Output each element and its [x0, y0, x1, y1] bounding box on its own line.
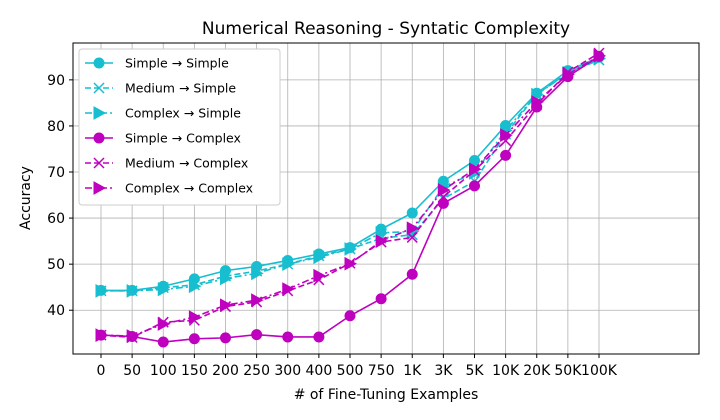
data-point — [220, 271, 233, 286]
y-tick-label: 60 — [47, 211, 65, 227]
legend-label: Simple → Complex — [125, 131, 241, 146]
x-tick-label: 200 — [212, 363, 239, 379]
y-tick-label: 50 — [47, 257, 65, 273]
data-point — [344, 242, 358, 256]
x-tick-label: 400 — [306, 363, 333, 379]
data-point — [313, 268, 326, 283]
x-tick-label: 500 — [337, 363, 364, 379]
x-tick-label: 50 — [123, 363, 141, 379]
data-point — [157, 336, 169, 348]
x-tick-label: 20K — [523, 363, 551, 379]
data-point — [126, 284, 140, 298]
data-point — [251, 266, 264, 281]
data-point — [220, 298, 233, 313]
x-tick-label: 250 — [243, 363, 270, 379]
x-tick-label: 0 — [97, 363, 106, 379]
data-point — [344, 310, 356, 322]
data-point — [406, 221, 420, 236]
chart-title: Numerical Reasoning - Syntatic Complexit… — [202, 19, 570, 39]
data-point — [282, 282, 295, 296]
legend-label: Medium → Complex — [125, 156, 248, 171]
data-point — [406, 207, 418, 219]
data-point — [437, 183, 451, 197]
data-point — [313, 331, 325, 343]
legend-item: Simple → Simple — [85, 56, 229, 71]
data-point — [500, 149, 512, 161]
data-point — [313, 250, 326, 265]
data-point — [469, 162, 482, 177]
legend-item: Medium → Complex — [85, 156, 248, 171]
data-point — [282, 257, 295, 271]
data-point — [282, 331, 294, 343]
legend-marker — [93, 181, 107, 195]
legend-marker — [93, 82, 105, 94]
data-point — [406, 231, 418, 243]
series-line — [101, 57, 600, 292]
x-tick-label: 300 — [274, 363, 301, 379]
y-tick-label: 80 — [47, 119, 65, 135]
series-lines — [95, 47, 607, 348]
legend: Simple → Simple Medium → Simple Complex → … — [78, 48, 281, 206]
data-point — [126, 329, 140, 343]
legend-label: Simple → Simple — [125, 56, 229, 71]
x-tick-label: 5K — [465, 363, 484, 379]
x-tick-label: 3K — [434, 363, 453, 379]
data-point — [251, 293, 264, 307]
legend-item: Simple → Complex — [85, 131, 241, 146]
data-point — [531, 95, 544, 109]
data-point — [593, 49, 607, 63]
data-point — [562, 67, 575, 82]
axis-ticks: 0 50 100 150 200 250 300 400 500 750 1K 3K 5K 10K 20K 5… — [47, 73, 618, 379]
x-axis-label: # of Fine-Tuning Examples — [294, 387, 479, 403]
data-point — [251, 329, 263, 341]
legend-marker — [93, 106, 107, 120]
y-tick-label: 70 — [47, 165, 65, 181]
y-tick-label: 90 — [47, 73, 65, 89]
data-point — [188, 279, 202, 294]
data-point — [95, 328, 109, 342]
x-tick-label: 150 — [181, 363, 208, 379]
data-point — [344, 256, 358, 271]
data-point — [375, 225, 389, 240]
x-tick-label: 750 — [368, 363, 395, 379]
data-point — [375, 234, 389, 248]
data-point — [469, 180, 480, 192]
legend-marker — [93, 132, 105, 144]
legend-item: Medium → Simple — [85, 81, 236, 96]
series-6 — [95, 49, 607, 343]
legend-marker — [93, 57, 105, 69]
legend-marker — [93, 157, 105, 169]
data-point — [188, 333, 200, 345]
data-point — [95, 284, 109, 298]
legend-item: Complex → Simple — [85, 106, 241, 121]
legend-label: Medium → Simple — [125, 81, 236, 96]
data-point — [406, 268, 418, 280]
data-point — [220, 332, 231, 344]
data-point — [157, 282, 171, 297]
y-tick-label: 40 — [47, 303, 65, 319]
y-axis-label: Accuracy — [18, 166, 34, 230]
x-tick-label: 10K — [492, 363, 520, 379]
data-point — [188, 310, 202, 324]
plot-frame — [72, 42, 700, 355]
data-point — [500, 128, 513, 142]
legend-box — [78, 48, 281, 206]
legend-label: Complex → Simple — [125, 106, 241, 121]
data-point — [375, 293, 387, 305]
x-tick-label: 100K — [581, 363, 618, 379]
x-tick-label: 1K — [403, 363, 422, 379]
x-tick-label: 100 — [150, 363, 177, 379]
data-point — [157, 317, 171, 331]
x-tick-label: 50K — [554, 363, 582, 379]
legend-item: Complex → Complex — [85, 181, 253, 196]
legend-label: Complex → Complex — [125, 181, 253, 196]
